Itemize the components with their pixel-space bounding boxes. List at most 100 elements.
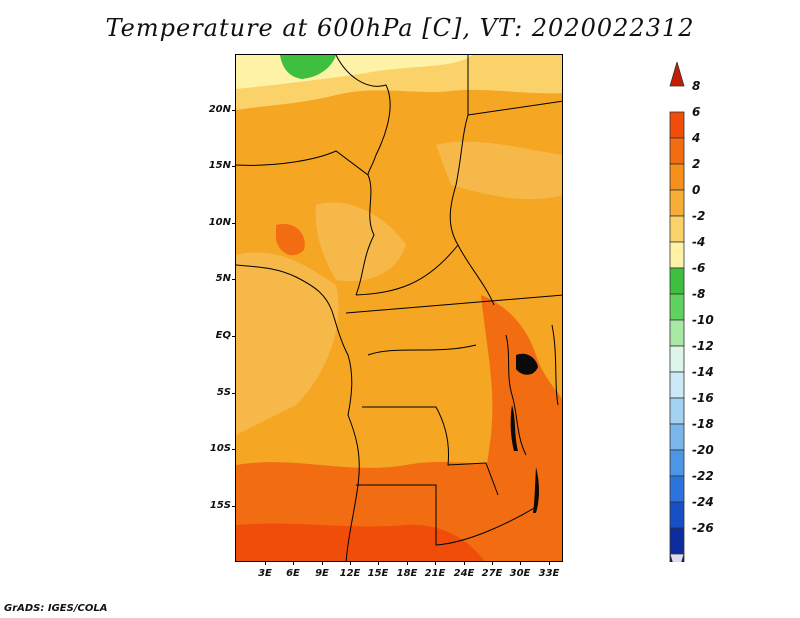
lon-tick	[435, 561, 436, 565]
colorbar-swatch	[669, 215, 685, 243]
colorbar-top-arrow	[669, 60, 685, 87]
lon-label-3e: 3E	[258, 568, 272, 579]
border-line-k	[551, 324, 559, 406]
lon-label-24e: 24E	[453, 568, 475, 579]
colorbar-swatch	[669, 449, 685, 477]
lon-tick	[265, 561, 266, 565]
border-line-e	[355, 244, 459, 296]
lake-malawi	[533, 467, 539, 513]
lat-tick	[232, 393, 236, 394]
map-panel	[235, 54, 563, 562]
lat-tick	[232, 449, 236, 450]
colorbar-label: -26	[692, 521, 714, 535]
lon-label-33e: 33E	[538, 568, 560, 579]
colorbar-swatch	[669, 111, 685, 139]
border-line-d	[467, 100, 562, 116]
border-line-b	[335, 55, 391, 176]
colorbar-swatch	[669, 475, 685, 503]
colorbar-label: 2	[692, 157, 701, 171]
colorbar-swatch	[669, 501, 685, 529]
colorbar-label: -24	[692, 495, 714, 509]
field-southwest-hot	[236, 523, 485, 561]
lon-tick	[293, 561, 294, 565]
lon-label-6e: 6E	[286, 568, 300, 579]
country-borders	[236, 55, 562, 561]
lon-tick	[464, 561, 465, 565]
colorbar-label: 4	[692, 131, 701, 145]
colorbar-swatch	[669, 137, 685, 165]
border-line-j	[505, 334, 527, 456]
lon-label-30e: 30E	[509, 568, 531, 579]
colorbar-swatch	[669, 423, 685, 451]
lat-tick	[232, 166, 236, 167]
colorbar-label: -4	[692, 235, 706, 249]
border-line-c	[449, 55, 495, 306]
lon-tick	[350, 561, 351, 565]
colorbar-swatches	[669, 60, 685, 581]
field-central-light	[315, 202, 406, 282]
lat-tick	[232, 336, 236, 337]
colorbar-swatch	[669, 527, 685, 555]
field-cold-pocket	[280, 55, 336, 79]
temperature-field	[236, 55, 562, 561]
lon-tick	[407, 561, 408, 565]
colorbar-label: -22	[692, 469, 714, 483]
border-line-g	[367, 344, 477, 356]
colorbar-swatch	[669, 189, 685, 217]
colorbar-swatch	[669, 241, 685, 269]
lat-label-10s: 10S	[209, 443, 231, 454]
colorbar-label: 6	[692, 105, 701, 119]
border-line-i	[356, 484, 537, 546]
colorbar-swatch	[669, 319, 685, 347]
lon-tick	[492, 561, 493, 565]
lat-tick	[232, 279, 236, 280]
colorbar-label: -8	[692, 287, 706, 301]
colorbar-label: -20	[692, 443, 714, 457]
lat-tick	[232, 223, 236, 224]
colorbar-label: -6	[692, 261, 706, 275]
colorbar-swatch	[669, 345, 685, 373]
colorbar-label: -14	[692, 365, 714, 379]
field-nigeria-warm	[276, 224, 305, 256]
lon-tick	[378, 561, 379, 565]
lon-label-21e: 21E	[424, 568, 446, 579]
border-line-a	[236, 150, 375, 296]
field-west-light	[236, 252, 339, 435]
lon-label-9e: 9E	[315, 568, 329, 579]
lon-label-18e: 18E	[396, 568, 418, 579]
field-northeast-light	[436, 141, 562, 200]
colorbar-swatch	[669, 163, 685, 191]
lat-label-eq: EQ	[215, 330, 231, 341]
lakes	[510, 353, 539, 513]
colorbar-swatch	[669, 267, 685, 295]
map-title: Temperature at 600hPa [C], VT: 202002231…	[105, 14, 695, 42]
lat-label-15s: 15S	[209, 500, 231, 511]
colorbar	[668, 60, 738, 581]
colorbar-label: -2	[692, 209, 706, 223]
footer-credit: GrADS: IGES/COLA	[4, 603, 108, 614]
lat-label-5s: 5S	[216, 387, 231, 398]
lon-label-15e: 15E	[367, 568, 389, 579]
lat-label-20n: 20N	[208, 104, 231, 115]
lat-label-15n: 15N	[208, 160, 231, 171]
lake-victoria	[516, 353, 538, 375]
lat-label-5n: 5N	[215, 273, 231, 284]
lat-label-10n: 10N	[208, 217, 231, 228]
lon-label-12e: 12E	[339, 568, 361, 579]
lon-label-27e: 27E	[481, 568, 503, 579]
colorbar-label: 8	[692, 79, 701, 93]
lake-tanganyika	[510, 405, 518, 451]
colorbar-swatch	[669, 293, 685, 321]
colorbar-label: 0	[692, 183, 701, 197]
lat-tick	[232, 506, 236, 507]
lon-tick	[549, 561, 550, 565]
lat-tick	[232, 110, 236, 111]
colorbar-swatch	[669, 397, 685, 425]
colorbar-label: -12	[692, 339, 714, 353]
border-line-h	[362, 406, 499, 496]
colorbar-label: -10	[692, 313, 714, 327]
colorbar-label: -16	[692, 391, 714, 405]
colorbar-bottom-arrow	[669, 553, 685, 580]
border-line-f	[345, 294, 562, 314]
lon-tick	[322, 561, 323, 565]
